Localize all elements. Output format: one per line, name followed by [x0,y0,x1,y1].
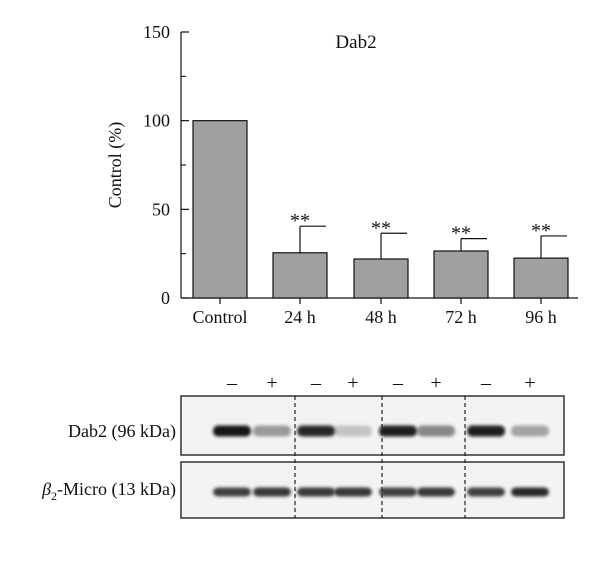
blot-band [297,425,335,437]
beta-label-rest: -Micro (13 kDa) [57,479,176,500]
blot-band [297,487,335,497]
bar [353,258,409,299]
blot-band [511,425,549,437]
significance-marker: ** [290,210,310,232]
x-tick-label: Control [192,307,247,327]
x-tick-label: 96 h [525,307,557,327]
lane-sign: + [266,372,277,394]
bar [433,250,489,299]
blot-bands [213,425,549,497]
lane-sign: + [430,372,441,394]
lane-sign: + [347,372,358,394]
significance-marker: ** [451,223,471,245]
chart-title: Dab2 [335,32,376,53]
x-tick-labels: Control 24 h 48 h 72 h 96 h [192,298,557,327]
x-tick-label: 48 h [365,307,397,327]
lane-sign: – [310,372,322,394]
blot-band [417,487,455,497]
lane-group-dividers [294,396,466,518]
lane-sign: – [226,372,238,394]
blot-band [334,487,372,497]
x-tick-label: 24 h [284,307,316,327]
lane-sign: – [480,372,492,394]
significance-marker: ** [371,217,391,239]
beta-symbol: β [41,479,51,499]
blot-band [213,425,251,437]
y-tick-label: 150 [143,22,170,42]
bar [192,120,248,299]
blot-band [379,425,417,437]
blot-band [467,487,505,497]
blot-band [467,425,505,437]
blot-band [253,487,291,497]
lane-signs: – + – + – + – + [226,372,536,394]
significance-marker: ** [531,220,551,242]
blot-label-b2micro: β2-Micro (13 kDa) [41,479,176,503]
blot-band [213,487,251,497]
y-tick-label: 0 [161,288,170,308]
bar [513,257,569,299]
blot-band [417,425,455,437]
blot-label-dab2: Dab2 (96 kDa) [68,421,176,442]
blot-band [511,487,549,497]
lane-sign: + [524,372,535,394]
bar [272,252,328,299]
x-tick-label: 72 h [445,307,477,327]
blot-band [334,425,372,437]
beta-subscript: 2 [51,489,57,503]
lane-sign: – [392,372,404,394]
blot-band [253,425,291,437]
bars: ** ** ** ** [192,120,569,299]
y-ticks: 0 50 100 150 [143,22,189,308]
y-axis-label: Control (%) [105,122,126,208]
y-tick-label: 50 [152,199,170,219]
blot-band [379,487,417,497]
y-tick-label: 100 [143,111,170,131]
